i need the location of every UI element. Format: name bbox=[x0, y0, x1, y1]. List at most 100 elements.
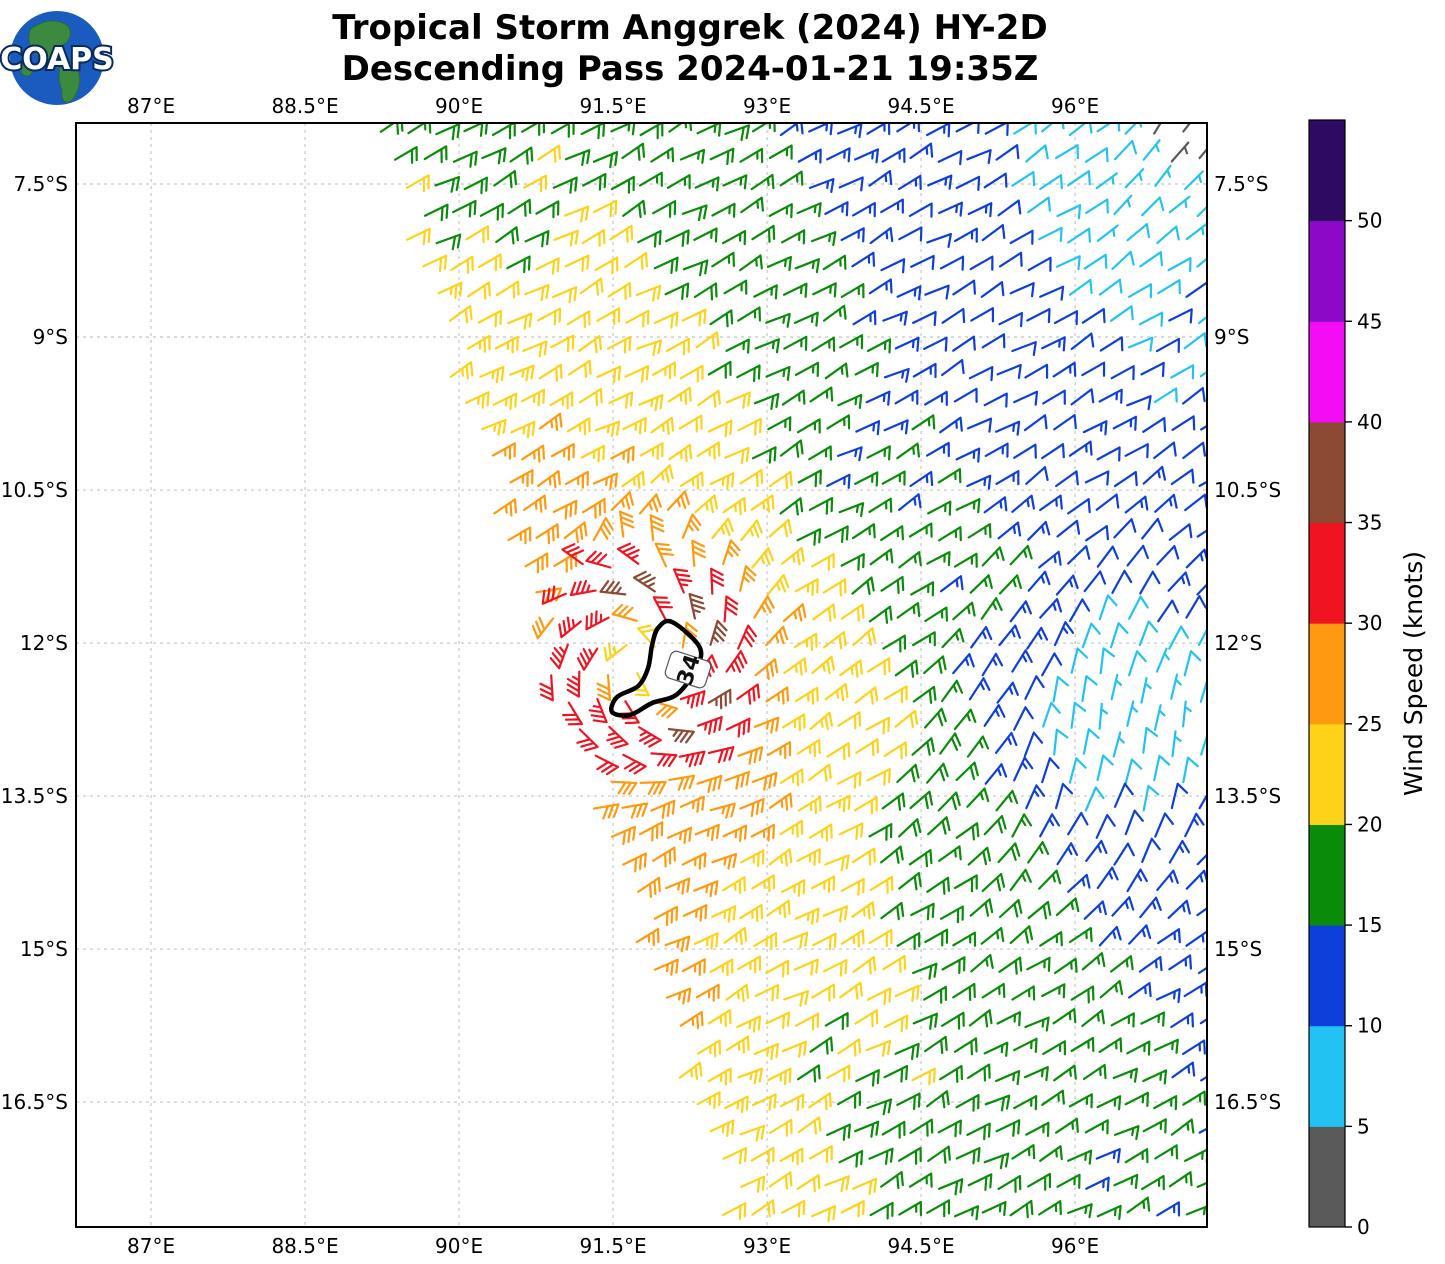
wind-barb bbox=[781, 389, 806, 406]
wind-barb bbox=[937, 791, 961, 812]
wind-barb bbox=[740, 849, 765, 868]
wind-barb bbox=[1081, 675, 1098, 702]
wind-barb bbox=[606, 335, 632, 354]
y-tick-label-left: 15°S bbox=[20, 937, 68, 961]
wind-barb bbox=[998, 251, 1023, 268]
wind-barb bbox=[566, 670, 581, 698]
wind-barb bbox=[753, 595, 775, 619]
wind-barb bbox=[1081, 361, 1106, 377]
wind-barb bbox=[1081, 622, 1101, 649]
wind-barb bbox=[910, 254, 935, 271]
wind-barb bbox=[852, 847, 876, 866]
wind-barb bbox=[603, 643, 628, 662]
wind-barb bbox=[966, 787, 990, 808]
wind-barb bbox=[753, 716, 780, 734]
wind-barb bbox=[668, 123, 693, 133]
wind-barb bbox=[969, 574, 993, 594]
wind-barb bbox=[751, 547, 774, 569]
wind-barb bbox=[1067, 811, 1089, 836]
wind-barb bbox=[980, 597, 1003, 620]
wind-barb bbox=[840, 553, 865, 571]
wind-barb bbox=[898, 818, 922, 838]
wind-barb bbox=[869, 548, 894, 566]
wind-barb bbox=[908, 849, 933, 868]
wind-barb bbox=[852, 956, 877, 975]
wind-barb bbox=[1183, 650, 1202, 677]
wind-barb bbox=[926, 551, 951, 567]
wind-barb bbox=[737, 624, 757, 650]
wind-barb bbox=[622, 417, 647, 435]
wind-barb bbox=[1068, 757, 1087, 784]
wind-barbs bbox=[379, 123, 1207, 1223]
wind-barb bbox=[1113, 194, 1133, 216]
wind-barb bbox=[1055, 144, 1079, 160]
wind-barb bbox=[1081, 952, 1106, 971]
wind-barb bbox=[1168, 1171, 1193, 1188]
wind-barb bbox=[898, 1200, 922, 1217]
wind-barb bbox=[566, 310, 591, 329]
wind-barb bbox=[866, 768, 891, 786]
wind-barb bbox=[1142, 139, 1161, 161]
wind-barb bbox=[953, 227, 978, 243]
wind-barb bbox=[880, 575, 905, 594]
wind-barb bbox=[1052, 361, 1077, 378]
wind-barb bbox=[1196, 529, 1207, 538]
wind-barb bbox=[837, 771, 862, 789]
wind-barb bbox=[851, 901, 876, 920]
x-tick-label-top: 88.5°E bbox=[271, 94, 338, 118]
wind-barb bbox=[941, 359, 965, 377]
wind-barb bbox=[854, 1009, 879, 1028]
wind-barb bbox=[981, 546, 1005, 567]
wind-barb bbox=[952, 601, 976, 621]
wind-barb bbox=[509, 364, 535, 382]
wind-barb bbox=[637, 876, 661, 898]
wind-barb bbox=[610, 491, 634, 511]
wind-barb bbox=[997, 521, 1022, 540]
wind-barb bbox=[723, 926, 748, 946]
colorbar-segment bbox=[1309, 1126, 1345, 1228]
wind-barb bbox=[723, 279, 748, 295]
wind-barb bbox=[1128, 650, 1147, 677]
wind-barb bbox=[1009, 868, 1032, 892]
wind-barb bbox=[937, 150, 963, 166]
wind-barb bbox=[578, 388, 603, 407]
wind-barb bbox=[1113, 782, 1134, 808]
wind-barb bbox=[824, 525, 849, 543]
wind-barb bbox=[1184, 812, 1205, 838]
wind-barb bbox=[1068, 123, 1093, 137]
wind-barb bbox=[880, 845, 904, 864]
wind-barb bbox=[869, 875, 894, 894]
wind-barb bbox=[1084, 470, 1110, 486]
wind-barb bbox=[739, 468, 764, 487]
wind-barb bbox=[750, 173, 775, 191]
wind-barb bbox=[837, 711, 862, 730]
wind-barb bbox=[966, 735, 990, 758]
wind-barb bbox=[693, 880, 719, 898]
colorbar-segment bbox=[1309, 220, 1345, 322]
wind-barb bbox=[682, 259, 709, 277]
y-tick-label-left: 16.5°S bbox=[1, 1090, 68, 1114]
wind-barb bbox=[938, 845, 962, 862]
wind-barb bbox=[639, 171, 663, 187]
wind-barb bbox=[1042, 701, 1061, 728]
wind-barb bbox=[1068, 278, 1093, 296]
wind-barb bbox=[793, 632, 818, 651]
wind-barb bbox=[1009, 544, 1033, 566]
wind-barb bbox=[854, 796, 878, 815]
wind-barb bbox=[927, 816, 951, 836]
wind-barb bbox=[524, 552, 549, 574]
wind-barb bbox=[1011, 341, 1037, 356]
wind-barb bbox=[883, 419, 909, 435]
wind-barb bbox=[765, 959, 790, 978]
wind-barb bbox=[477, 309, 502, 328]
wind-barb bbox=[955, 123, 980, 134]
wind-barb bbox=[1126, 395, 1152, 411]
wind-barb bbox=[923, 655, 947, 674]
wind-barb bbox=[679, 471, 704, 490]
wind-barb bbox=[1185, 595, 1207, 619]
wind-barb bbox=[955, 822, 980, 841]
wind-barb bbox=[1011, 171, 1036, 187]
wind-barb bbox=[866, 338, 892, 354]
wind-barb bbox=[911, 414, 936, 431]
wind-barb bbox=[632, 570, 656, 593]
